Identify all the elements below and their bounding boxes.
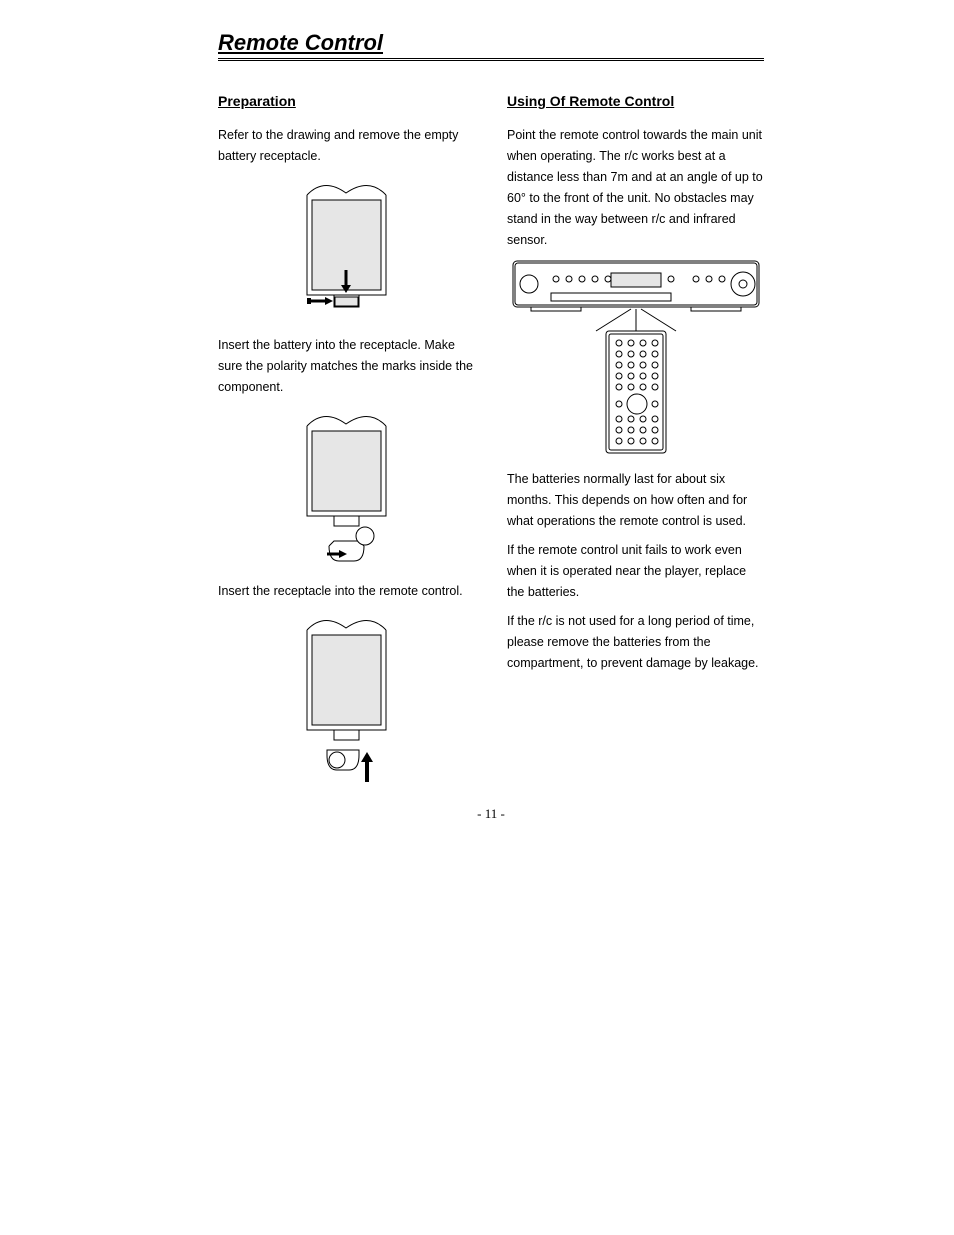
prep-paragraph-2: Insert the battery into the receptacle. …: [218, 335, 475, 398]
prep-paragraph-1: Refer to the drawing and remove the empt…: [218, 125, 475, 167]
using-paragraph-2: The batteries normally last for about si…: [507, 469, 764, 532]
prep-paragraph-3: Insert the receptacle into the remote co…: [218, 581, 475, 602]
using-paragraph-3: If the remote control unit fails to work…: [507, 540, 764, 603]
insert-receptacle-icon: [279, 610, 414, 790]
using-paragraph-1: Point the remote control towards the mai…: [507, 125, 764, 251]
insert-battery-icon: [279, 406, 414, 571]
two-column-layout: Preparation Refer to the drawing and rem…: [218, 79, 764, 800]
figure-remove-receptacle: [218, 175, 475, 325]
using-paragraph-4: If the r/c is not used for a long period…: [507, 611, 764, 674]
left-column: Preparation Refer to the drawing and rem…: [218, 79, 475, 800]
remove-receptacle-icon: [279, 175, 414, 325]
manual-page: Remote Control Preparation Refer to the …: [0, 0, 954, 1235]
preparation-heading: Preparation: [218, 93, 475, 109]
figure-insert-battery: [218, 406, 475, 571]
right-column: Using Of Remote Control Point the remote…: [507, 79, 764, 800]
page-title: Remote Control: [218, 30, 764, 61]
using-heading: Using Of Remote Control: [507, 93, 764, 109]
figure-insert-receptacle: [218, 610, 475, 790]
player-remote-icon: [511, 259, 761, 459]
figure-player-and-remote: [507, 259, 764, 459]
page-number: - 11 -: [218, 806, 764, 822]
